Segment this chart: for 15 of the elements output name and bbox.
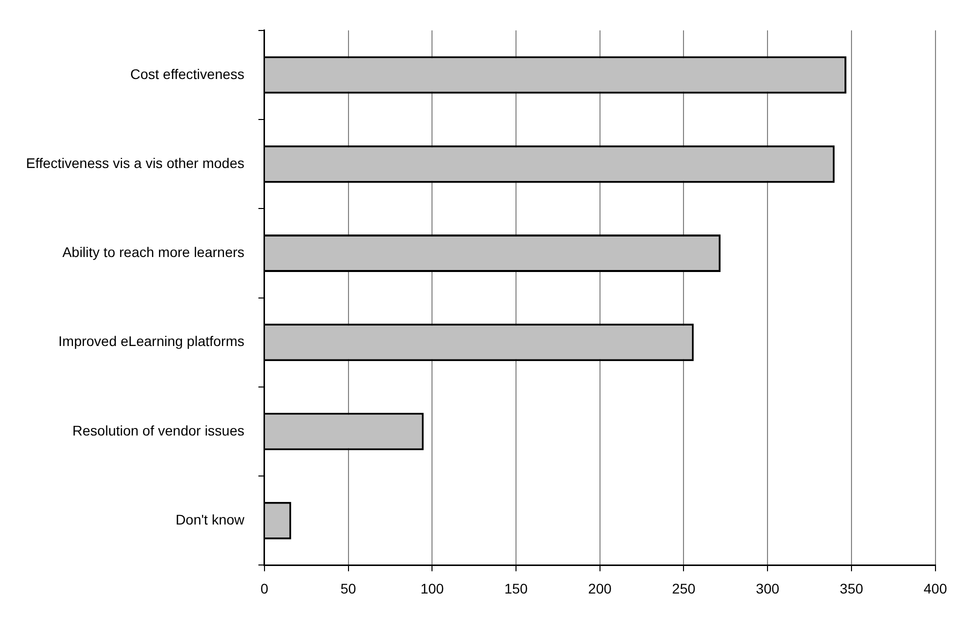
x-tick-label: 100 — [420, 580, 444, 596]
x-tick-label: 400 — [924, 580, 948, 596]
x-tick-label: 300 — [756, 580, 780, 596]
y-tick-label: Resolution of vendor issues — [72, 422, 244, 438]
y-tick-label: Improved eLearning platforms — [58, 333, 244, 350]
x-tick-label: 200 — [588, 580, 612, 596]
x-tick-label: 350 — [840, 580, 864, 596]
x-tick-label: 150 — [504, 580, 528, 596]
y-tick-label: Ability to reach more learners — [62, 244, 244, 260]
y-tick-label: Don't know — [176, 511, 246, 528]
x-tick-label: 50 — [340, 580, 356, 596]
x-tick-label: 0 — [260, 580, 268, 596]
y-tick-label: Cost effectiveness — [130, 66, 244, 82]
y-tick-label: Effectiveness vis a vis other modes — [26, 154, 244, 171]
x-tick-label: 250 — [672, 580, 696, 596]
